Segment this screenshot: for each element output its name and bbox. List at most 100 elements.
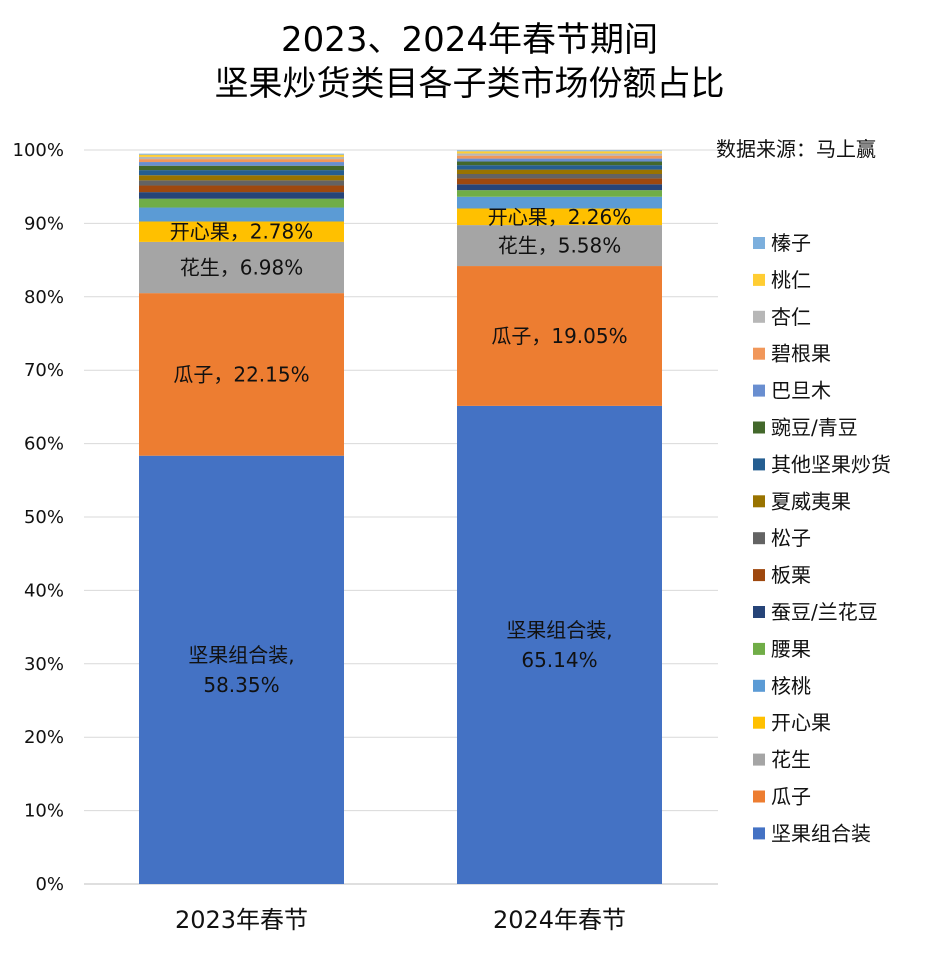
legend-swatch: [753, 753, 765, 766]
bar-segment: [457, 174, 662, 179]
legend-label: 坚果组合装: [771, 821, 871, 845]
bar-segment: [457, 158, 662, 162]
x-category-label: 2023年春节: [175, 906, 308, 934]
data-label: 开心果，2.78%: [170, 220, 314, 244]
legend-label: 开心果: [771, 711, 831, 735]
data-label: 瓜子，22.15%: [173, 362, 309, 386]
data-label: 58.35%: [203, 673, 279, 697]
bar-segment: [139, 221, 344, 242]
legend-label: 碧根果: [771, 342, 831, 366]
chart-title: 2023、2024年春节期间 坚果炒货类目各子类市场份额占比: [0, 18, 939, 106]
legend-swatch: [753, 347, 765, 360]
chart-title-line1: 2023、2024年春节期间: [280, 20, 659, 60]
y-tick-label: 50%: [24, 507, 64, 528]
legend-swatch: [753, 273, 765, 286]
bar-segment: [457, 151, 662, 154]
bar-segment: [139, 165, 344, 171]
data-label: 花生，6.98%: [180, 256, 304, 280]
legend-swatch: [753, 310, 765, 323]
bar-segment: [139, 170, 344, 176]
bar-segment: [139, 156, 344, 160]
legend-swatch: [753, 458, 765, 471]
bar-segment: [139, 154, 344, 157]
y-tick-label: 0%: [35, 874, 64, 895]
legend-swatch: [753, 237, 765, 249]
legend-label: 榛子: [771, 231, 811, 255]
legend-label: 其他坚果炒货: [771, 452, 891, 476]
legend-swatch: [753, 569, 765, 582]
data-label: 开心果，2.26%: [488, 205, 632, 229]
bar-segment: [457, 208, 662, 226]
bar-segment: [139, 153, 344, 155]
legend-label: 夏威夷果: [771, 489, 851, 513]
bar-segment: [139, 198, 344, 208]
legend-swatch: [753, 827, 765, 840]
legend-swatch: [753, 384, 765, 397]
y-tick-label: 90%: [24, 213, 64, 234]
legend-label: 核桃: [771, 674, 811, 698]
bar-segment: [457, 184, 662, 191]
bar-segment: [457, 196, 662, 209]
bars: [139, 150, 662, 884]
bar-segment: [457, 266, 662, 406]
legend-label: 板栗: [771, 563, 811, 587]
bar-segment: [457, 150, 662, 152]
data-label: 瓜子，19.05%: [491, 324, 627, 348]
legend-swatch: [753, 716, 765, 729]
y-axis: 0% 10% 20% 30% 40% 50% 60% 70% 80% 90% 100%: [13, 140, 64, 895]
bar-segment: [457, 161, 662, 166]
bar-segment: [457, 169, 662, 175]
bar-segment: [457, 405, 662, 884]
legend-swatch: [753, 421, 765, 434]
bar-segment: [457, 153, 662, 156]
legend-swatch: [753, 642, 765, 655]
bar-segment: [139, 162, 344, 166]
data-label: 花生，5.58%: [498, 234, 622, 258]
legend-swatch: [753, 606, 765, 618]
y-tick-label: 100%: [13, 140, 64, 161]
bar-segment: [457, 155, 662, 159]
legend-label: 杏仁: [771, 305, 811, 329]
legend-label: 瓜子: [771, 785, 811, 809]
bar-segment: [457, 190, 662, 197]
legend-label: 花生: [771, 748, 811, 772]
data-labels: 坚果组合装, 58.35% 瓜子，22.15% 花生，6.98% 开心果，2.78% 坚果…: [170, 205, 632, 697]
data-label: 坚果组合装,: [506, 618, 612, 642]
bar-segment: [139, 192, 344, 199]
legend-swatch: [753, 790, 765, 803]
legend-label: 桃仁: [771, 268, 811, 292]
legend-swatch: [753, 679, 765, 692]
legend-swatch: [753, 532, 765, 545]
bar-segment: [139, 241, 344, 294]
x-axis: 2023年春节 2024年春节: [175, 906, 626, 934]
bar-segment: [139, 159, 344, 163]
y-tick-label: 10%: [24, 801, 64, 822]
legend: 榛子桃仁杏仁碧根果巴旦木豌豆/青豆其他坚果炒货夏威夷果松子板栗蚕豆/兰花豆腰果核…: [753, 231, 891, 845]
legend-swatch: [753, 495, 765, 508]
legend-label: 豌豆/青豆: [771, 416, 858, 440]
data-label: 65.14%: [521, 648, 597, 672]
y-tick-label: 40%: [24, 580, 64, 601]
legend-label: 腰果: [771, 637, 811, 661]
y-tick-label: 30%: [24, 654, 64, 675]
legend-label: 松子: [771, 526, 811, 550]
bar-segment: [457, 178, 662, 185]
data-label: 坚果组合装,: [188, 643, 294, 667]
chart-title-line2: 坚果炒货类目各子类市场份额占比: [214, 64, 725, 104]
y-tick-label: 80%: [24, 287, 64, 308]
bar-segment: [139, 207, 344, 222]
y-tick-label: 20%: [24, 727, 64, 748]
legend-label: 蚕豆/兰花豆: [771, 600, 878, 624]
bar-segment: [457, 165, 662, 170]
y-tick-label: 70%: [24, 360, 64, 381]
source-note: 数据来源：马上赢: [716, 137, 876, 161]
bar-segment: [457, 225, 662, 267]
bar-segment: [139, 180, 344, 186]
legend-label: 巴旦木: [771, 379, 831, 403]
bar-segment: [139, 175, 344, 181]
x-category-label: 2024年春节: [493, 906, 626, 934]
bar-segment: [139, 185, 344, 193]
bar-segment: [139, 293, 344, 456]
bar-segment: [139, 455, 344, 884]
